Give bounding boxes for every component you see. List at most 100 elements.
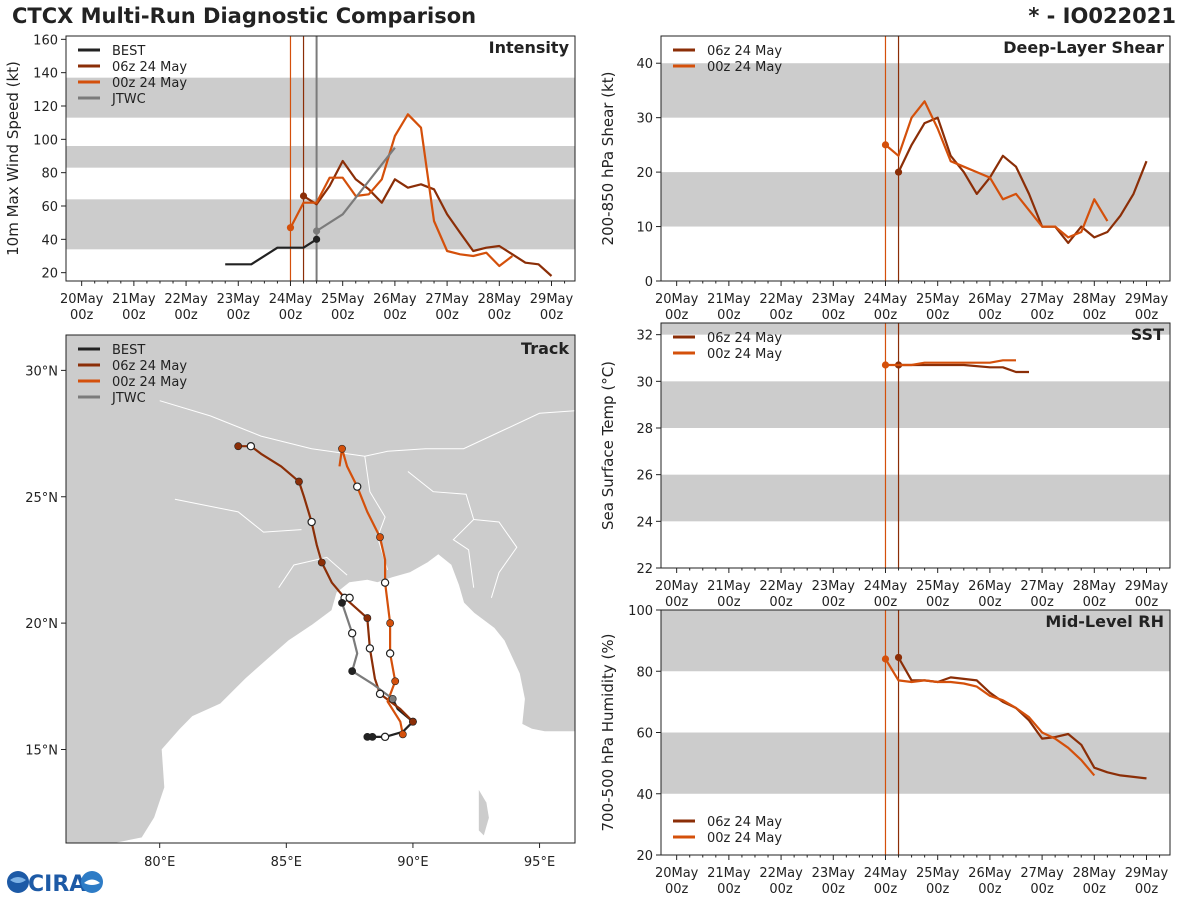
panel-title: Deep-Layer Shear (1003, 38, 1164, 57)
lon-tick-label: 85°E (271, 855, 302, 870)
series-line-jtwc (316, 147, 396, 232)
y-tick-label: 80 (41, 167, 58, 182)
track-marker-filled (234, 442, 243, 451)
x-tick-label: 20May (655, 292, 699, 307)
x-tick-sublabel: 00z (717, 595, 741, 610)
y-axis-label: Sea Surface Temp (°C) (599, 361, 617, 530)
y-axis-label: 700-500 hPa Humidity (%) (599, 633, 617, 831)
series-end-marker (312, 235, 321, 243)
lon-tick-label: 80°E (144, 855, 175, 870)
y-tick-label: 32 (636, 329, 653, 344)
x-tick-label: 24May (864, 866, 908, 881)
track-marker-open (307, 517, 316, 527)
track-marker-open (385, 649, 395, 658)
shaded-band (661, 610, 1170, 672)
series-line-06z-24-may (898, 363, 1029, 374)
series-line-00z-24-may (885, 359, 1016, 367)
y-tick-label: 26 (636, 469, 653, 484)
shaded-band (66, 77, 575, 118)
x-tick-sublabel: 00z (488, 308, 512, 323)
track-marker-open (353, 482, 362, 491)
x-tick-label: 20May (60, 292, 104, 307)
y-tick-label: 20 (636, 166, 653, 181)
x-tick-label: 21May (707, 866, 751, 881)
x-tick-sublabel: 00z (874, 308, 898, 323)
shaded-band (661, 63, 1170, 118)
panel-title: Track (521, 339, 569, 358)
logo-text: CIRA (28, 872, 86, 897)
boundary-line (174, 498, 302, 533)
x-tick-sublabel: 00z (822, 882, 846, 897)
x-tick-sublabel: 00z (717, 308, 741, 323)
y-tick-label: 80 (636, 665, 653, 680)
island (478, 789, 489, 836)
series-start-marker (881, 361, 890, 369)
x-tick-label: 23May (217, 292, 261, 307)
track-marker-filled (376, 533, 384, 542)
x-tick-label: 29May (1125, 579, 1169, 594)
legend-label: 06z 24 May (707, 815, 782, 830)
x-tick-label: 25May (321, 292, 365, 307)
y-tick-label: 60 (41, 200, 58, 215)
track-marker-open (380, 578, 390, 587)
y-tick-label: 140 (33, 67, 58, 82)
lat-tick-label: 30°N (25, 364, 58, 379)
y-tick-label: 10 (636, 221, 653, 236)
y-tick-label: 28 (636, 422, 653, 437)
x-tick-label: 26May (373, 292, 417, 307)
landmass (66, 335, 575, 843)
series-group (225, 113, 553, 277)
series-line-00z-24-may (289, 113, 514, 268)
shaded-band (661, 474, 1170, 522)
boundary-line (278, 556, 348, 588)
x-tick-label: 28May (1073, 579, 1117, 594)
x-tick-sublabel: 00z (926, 595, 950, 610)
boundary-line (364, 456, 389, 571)
y-tick-label: 100 (33, 133, 58, 148)
panel-intensity: 20May00z21May00z22May00z23May00z24May00z… (4, 33, 576, 323)
series-line-00z-24-may (884, 658, 1096, 777)
y-tick-label: 40 (636, 57, 653, 72)
x-tick-sublabel: 00z (769, 308, 793, 323)
x-tick-label: 26May (968, 292, 1012, 307)
shaded-band (661, 323, 1170, 335)
boundary-line (473, 519, 518, 598)
x-tick-sublabel: 00z (1135, 882, 1159, 897)
x-tick-sublabel: 00z (435, 308, 459, 323)
series-start-marker (312, 227, 321, 235)
panel-rh: 20May00z21May00z22May00z23May00z24May00z… (599, 604, 1171, 897)
x-tick-sublabel: 00z (279, 308, 303, 323)
x-tick-label: 28May (478, 292, 522, 307)
y-tick-label: 24 (636, 515, 653, 530)
legend-label: JTWC (111, 391, 146, 406)
x-tick-sublabel: 00z (1030, 882, 1054, 897)
emblem-swirl (84, 879, 100, 885)
legend-label: 00z 24 May (112, 375, 187, 390)
x-tick-sublabel: 00z (717, 882, 741, 897)
panel-title: Mid-Level RH (1045, 612, 1164, 631)
track-marker-open (246, 442, 256, 451)
series-start-marker (286, 224, 295, 232)
legend-label: BEST (112, 44, 145, 59)
x-tick-label: 28May (1073, 866, 1117, 881)
x-tick-sublabel: 00z (874, 882, 898, 897)
legend-label: 00z 24 May (112, 76, 187, 91)
x-tick-label: 26May (968, 579, 1012, 594)
y-tick-label: 60 (636, 727, 653, 742)
series-line-06z-24-may (302, 159, 553, 277)
x-tick-label: 23May (812, 292, 856, 307)
plot-frame (65, 334, 576, 844)
x-tick-label: 20May (655, 579, 699, 594)
y-tick-label: 160 (33, 33, 58, 48)
series-group (881, 359, 1029, 374)
x-tick-sublabel: 00z (822, 595, 846, 610)
track-marker-filled (295, 477, 303, 486)
legend-label: BEST (112, 343, 145, 358)
lon-tick-label: 90°E (397, 855, 428, 870)
x-tick-sublabel: 00z (874, 595, 898, 610)
x-tick-sublabel: 00z (769, 882, 793, 897)
track-marker-filled (388, 695, 397, 703)
x-tick-label: 20May (655, 866, 699, 881)
series-start-marker (894, 653, 903, 662)
